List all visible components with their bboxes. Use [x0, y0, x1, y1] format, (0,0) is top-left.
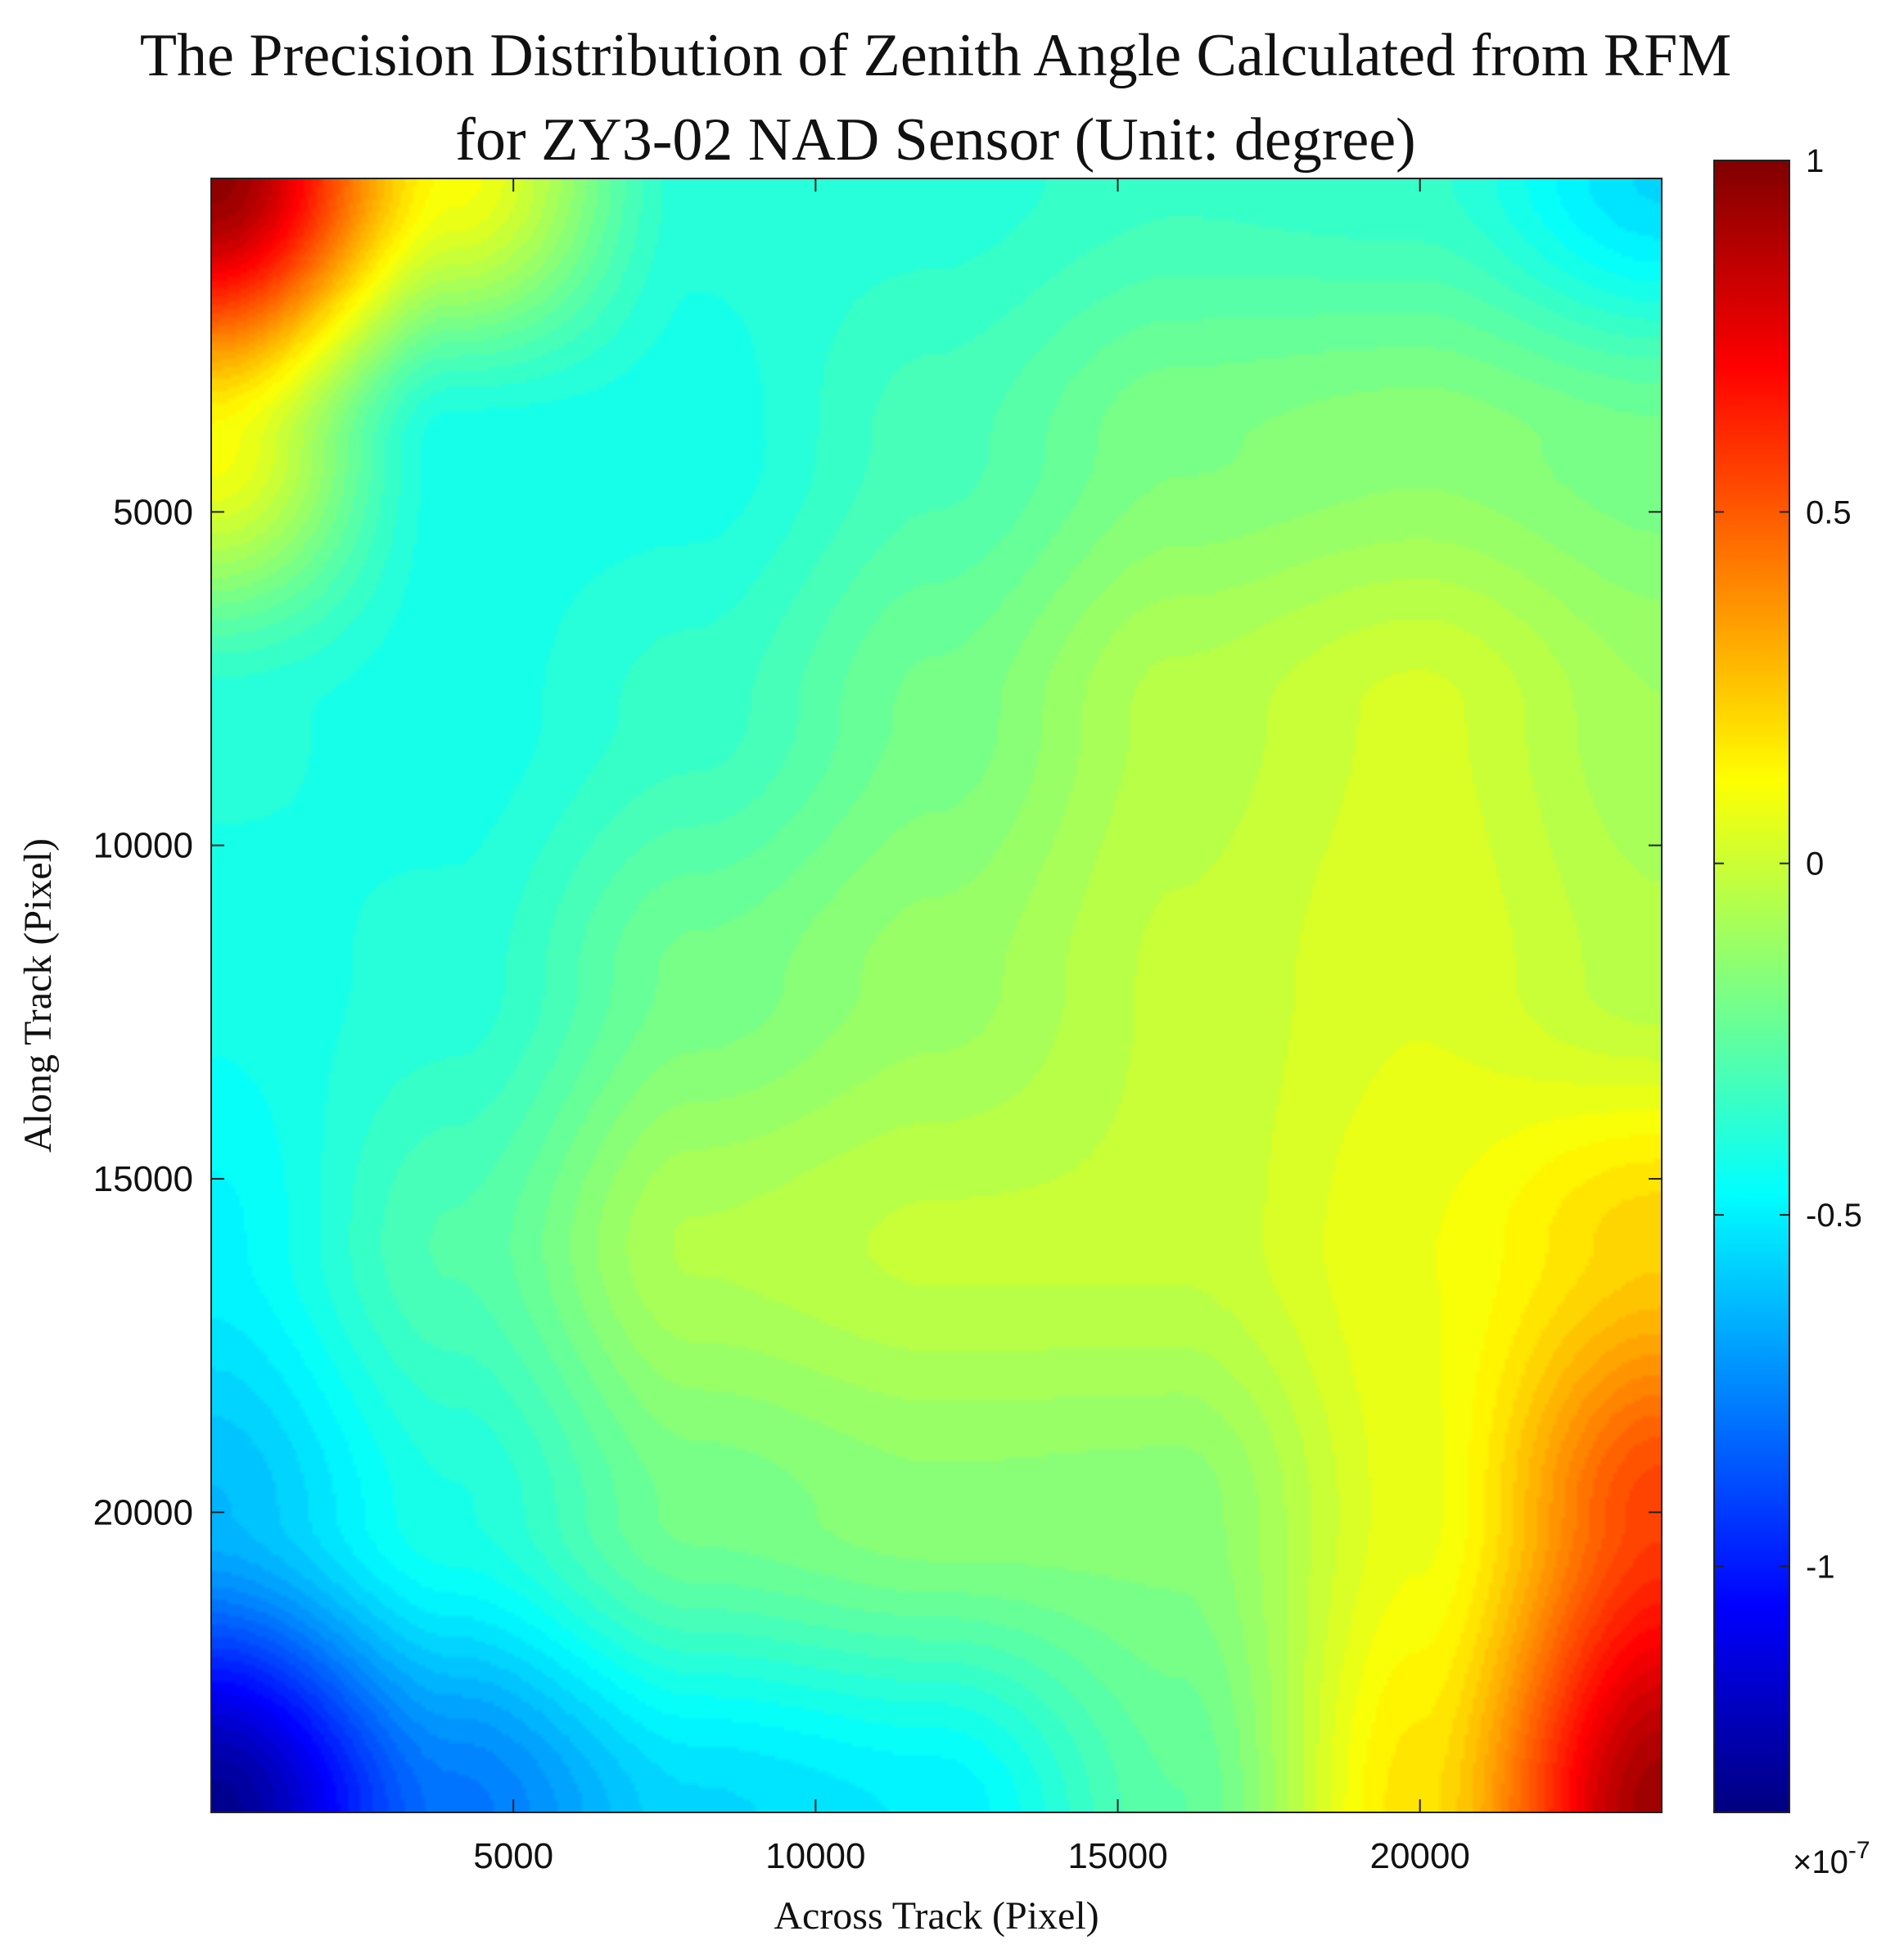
- colorbar-tick-label: 1: [1806, 143, 1824, 179]
- x-axis-label: Across Track (Pixel): [774, 1894, 1099, 1938]
- colorbar: 1 0.5 0 -0.5 -1 ×10-7: [1713, 143, 1870, 1880]
- colorbar-frame: [1713, 160, 1790, 1813]
- chart-title-line-1: The Precision Distribution of Zenith Ang…: [140, 22, 1731, 89]
- x-tick-label: 15000: [1067, 1836, 1167, 1876]
- chart-title-line-2: for ZY3-02 NAD Sensor (Unit: degree): [455, 106, 1415, 174]
- colorbar-tick-label: -1: [1806, 1549, 1835, 1585]
- x-tick-label: 10000: [765, 1836, 865, 1876]
- colorbar-tick-label: 0: [1806, 846, 1824, 882]
- y-axis-ticks: 5000 10000 15000 20000: [93, 492, 1662, 1532]
- plot-frame: [210, 178, 1663, 1813]
- y-axis-label: Along Track (Pixel): [16, 838, 60, 1153]
- colorbar-fill: [1714, 160, 1789, 1812]
- colorbar-tick-label: -0.5: [1806, 1198, 1862, 1234]
- x-tick-label: 5000: [473, 1836, 553, 1876]
- heatmap-field: [211, 178, 1662, 1812]
- x-tick-label: 20000: [1369, 1836, 1469, 1876]
- y-tick-label: 10000: [93, 826, 193, 866]
- heatmap-plot: 5000 10000 15000 20000 5000 10000 15000 20000: [93, 178, 1663, 1876]
- colorbar-tick-label: 0.5: [1806, 494, 1852, 530]
- colorbar-exponent-base: ×10: [1793, 1844, 1848, 1880]
- y-tick-label: 15000: [93, 1159, 193, 1199]
- y-tick-label: 20000: [93, 1492, 193, 1532]
- colorbar-exponent-power: -7: [1848, 1837, 1870, 1864]
- colorbar-exponent: ×10-7: [1793, 1837, 1870, 1880]
- x-axis-ticks: 5000 10000 15000 20000: [473, 178, 1470, 1876]
- colorbar-ticks: 1 0.5 0 -0.5 -1: [1714, 143, 1862, 1585]
- y-tick-label: 5000: [113, 492, 193, 532]
